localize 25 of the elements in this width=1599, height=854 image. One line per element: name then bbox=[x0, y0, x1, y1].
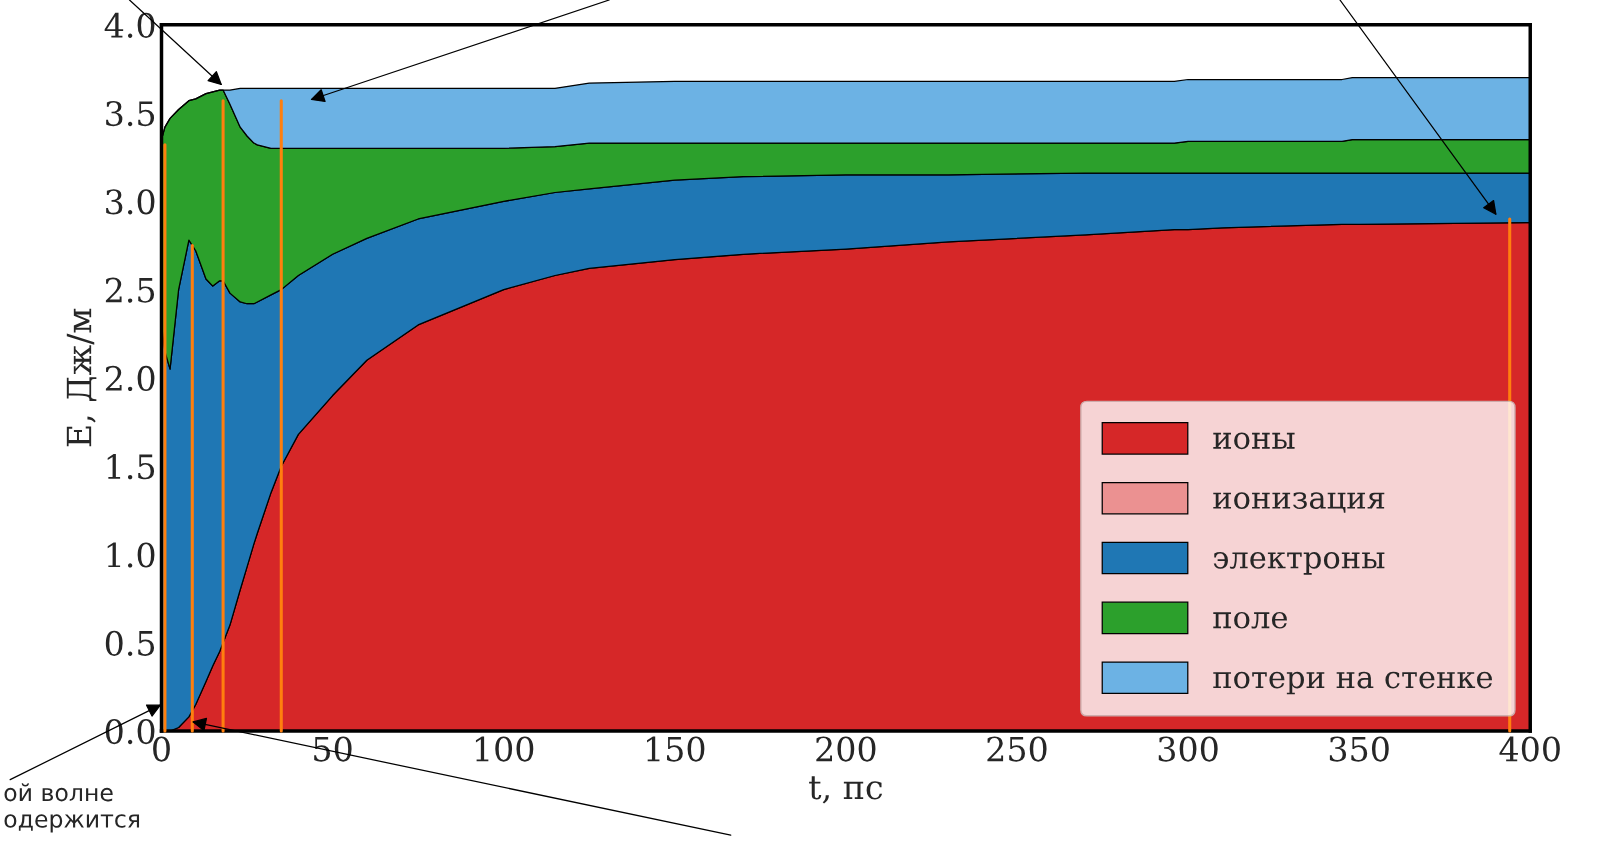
y-axis-title: E, Дж/м bbox=[66, 308, 97, 447]
y-tick-label: 3.5 bbox=[106, 100, 155, 127]
legend-label: ионы bbox=[1213, 432, 1295, 450]
y-tick-label: 3.0 bbox=[106, 189, 155, 215]
x-tick-label: 150 bbox=[647, 736, 705, 762]
y-tick-label: 0.5 bbox=[105, 630, 155, 656]
y-tick-label: 4.0 bbox=[104, 12, 155, 38]
y-tick-label: 2.0 bbox=[105, 365, 155, 392]
y-tick-label: 1.0 bbox=[107, 542, 155, 568]
annotation: ой волне одержится bbox=[4, 783, 140, 833]
x-tick-label: 300 bbox=[1158, 736, 1218, 762]
x-tick-label: 400 bbox=[1499, 736, 1560, 762]
x-axis-title: t, пс bbox=[809, 776, 883, 804]
y-tick-label: 2.5 bbox=[105, 277, 155, 303]
legend-label: ионизация bbox=[1213, 492, 1385, 513]
legend-label: потери на стенке bbox=[1213, 671, 1493, 695]
x-tick-label: 200 bbox=[816, 736, 876, 762]
x-tick-label: 0 bbox=[153, 736, 170, 762]
legend-label: электроны bbox=[1213, 552, 1385, 575]
x-tick-label: 350 bbox=[1329, 736, 1389, 762]
x-tick-label: 250 bbox=[987, 736, 1047, 762]
legend-label: поле bbox=[1213, 611, 1287, 629]
y-tick-label: 1.5 bbox=[107, 454, 155, 480]
y-tick-label: 0.0 bbox=[105, 718, 155, 745]
x-tick-label: 100 bbox=[475, 736, 534, 762]
